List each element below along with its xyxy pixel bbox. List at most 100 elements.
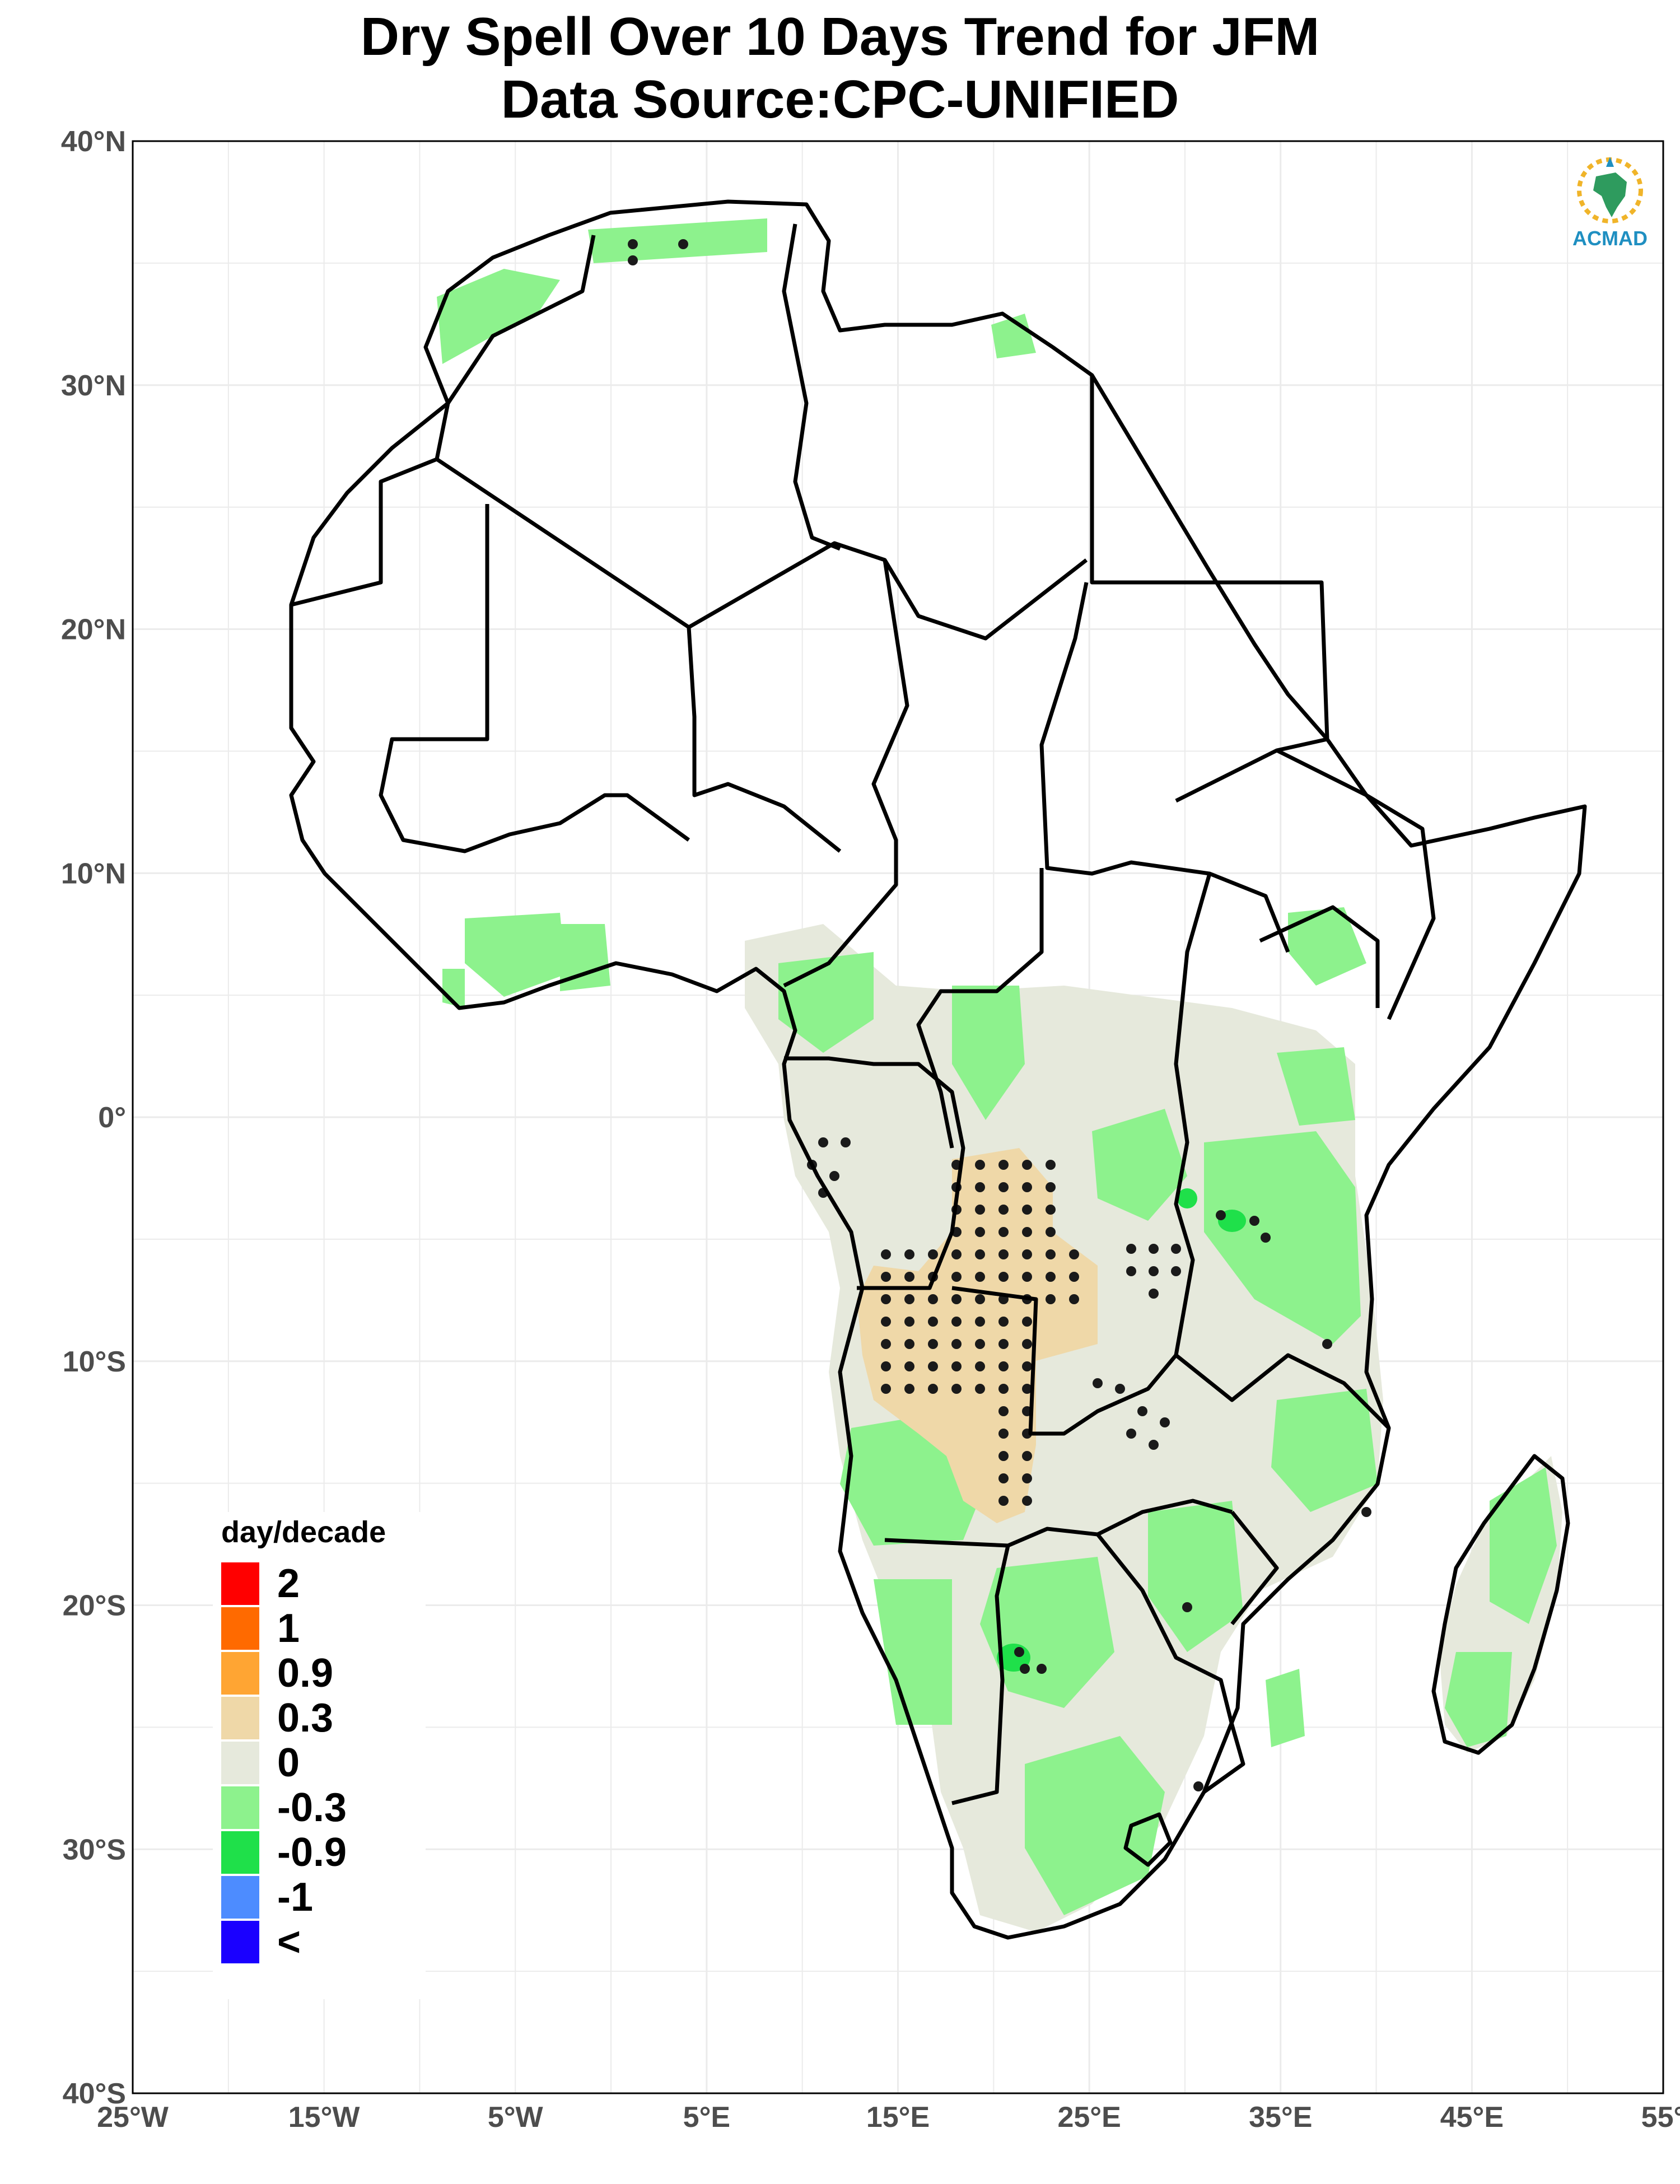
significance-dot [1149, 1289, 1159, 1299]
significance-dot [904, 1249, 914, 1259]
significance-dot [881, 1249, 891, 1259]
x-tick-label: 55° [1641, 2101, 1680, 2134]
x-tick-label: 25°E [1057, 2101, 1121, 2134]
x-tick-label: 25°W [97, 2101, 169, 2134]
significance-dot [1037, 1664, 1047, 1674]
negative-trend-patch [952, 986, 1025, 1120]
significance-dot [975, 1272, 985, 1282]
significance-dot [818, 1137, 828, 1147]
y-axis: 40°N 30°N 20°N 10°N 0° 10°S 20°S 30°S 40°S [61, 125, 126, 2110]
country-border [291, 235, 596, 607]
significance-stipple [628, 239, 1371, 1791]
y-tick-label: 40°N [61, 125, 126, 158]
significance-dot [1069, 1249, 1079, 1259]
significance-dot [975, 1339, 985, 1349]
y-tick-label: 40°S [63, 2078, 126, 2110]
significance-dot [1022, 1384, 1032, 1394]
negative-trend-patch [1288, 907, 1366, 986]
significance-dot [998, 1160, 1009, 1170]
negative-trend-patch [1277, 1047, 1355, 1126]
significance-dot [998, 1384, 1009, 1394]
country-border [436, 458, 1088, 641]
map-title: Dry Spell Over 10 Days Trend for JFM [360, 7, 1320, 67]
country-border [783, 559, 909, 988]
significance-dot [928, 1317, 938, 1327]
legend-label: -0.3 [277, 1785, 347, 1830]
country-border [1259, 905, 1380, 1008]
x-tick-label: 15°W [288, 2101, 361, 2134]
plot-frame [132, 140, 1664, 2094]
madagascar-coastline [1431, 1454, 1570, 1755]
significance-dot [975, 1249, 985, 1259]
significance-dot [998, 1205, 1009, 1215]
significance-dot [881, 1272, 891, 1282]
significance-dot [998, 1317, 1009, 1327]
significance-dot [998, 1249, 1009, 1259]
africa-coastline [289, 199, 1587, 1940]
significance-dot [841, 1137, 851, 1147]
significance-dot [881, 1339, 891, 1349]
y-tick-label: 30°S [63, 1833, 126, 1866]
legend-label: 1 [277, 1606, 300, 1651]
acmad-logo: ACMAD [1562, 151, 1658, 252]
significance-dot [928, 1249, 938, 1259]
significance-dot [1069, 1294, 1079, 1304]
legend-title: day/decade [221, 1515, 386, 1549]
legend-swatch [221, 1876, 259, 1919]
significance-dot [1171, 1266, 1181, 1276]
significance-dot [998, 1429, 1009, 1439]
significance-dot [1093, 1378, 1103, 1388]
significance-dot [975, 1160, 985, 1170]
negative-trend-patch [874, 1579, 952, 1725]
significance-dot [928, 1294, 938, 1304]
significance-dot [1022, 1473, 1032, 1483]
significance-dot [1022, 1182, 1032, 1192]
significance-dot [1022, 1496, 1032, 1506]
significance-dot [998, 1339, 1009, 1349]
negative-trend-patch [560, 924, 610, 991]
legend-swatch [221, 1921, 259, 1963]
significance-dot [1022, 1249, 1032, 1259]
significance-dot [975, 1317, 985, 1327]
significance-dot [1149, 1440, 1159, 1450]
significance-dot [1022, 1361, 1032, 1371]
coastlines-and-borders [289, 199, 1587, 1940]
negative-trend-patch [1445, 1652, 1512, 1747]
significance-dot [1171, 1244, 1181, 1254]
y-tick-label: 0° [98, 1102, 126, 1134]
legend-swatch [221, 1562, 259, 1605]
negative-trend-patch [1025, 1736, 1165, 1915]
significance-dot [1193, 1781, 1203, 1791]
negative-trend-patch [1204, 1131, 1361, 1344]
significance-dot [1022, 1160, 1032, 1170]
significance-dot [975, 1205, 985, 1215]
significance-dot [1046, 1160, 1056, 1170]
map-subtitle: Data Source:CPC-UNIFIED [501, 69, 1179, 129]
significance-dot [1069, 1272, 1079, 1282]
negative-trend-patch [991, 314, 1036, 358]
country-border [1039, 582, 1290, 953]
y-tick-label: 20°N [61, 614, 126, 646]
legend-label: 0.3 [277, 1696, 334, 1740]
significance-dot [628, 239, 638, 249]
negative-trend-patch [1266, 1669, 1305, 1747]
significance-dot [1022, 1339, 1032, 1349]
significance-dot [1046, 1249, 1056, 1259]
legend-swatch [221, 1697, 259, 1739]
country-border [1230, 1510, 1279, 1626]
significance-dot [1182, 1602, 1192, 1612]
significance-dot [678, 239, 688, 249]
significance-dot [951, 1249, 962, 1259]
significance-dot [998, 1227, 1009, 1237]
significance-dot [1022, 1205, 1032, 1215]
x-tick-label: 35°E [1249, 2101, 1312, 2134]
significance-dot [975, 1227, 985, 1237]
significance-dot [975, 1361, 985, 1371]
legend-label: -1 [277, 1875, 314, 1920]
significance-dot [1046, 1182, 1056, 1192]
legend-swatch [221, 1831, 259, 1874]
significance-dot [951, 1317, 962, 1327]
country-border [1096, 1533, 1245, 1794]
significance-dot [1261, 1233, 1271, 1243]
